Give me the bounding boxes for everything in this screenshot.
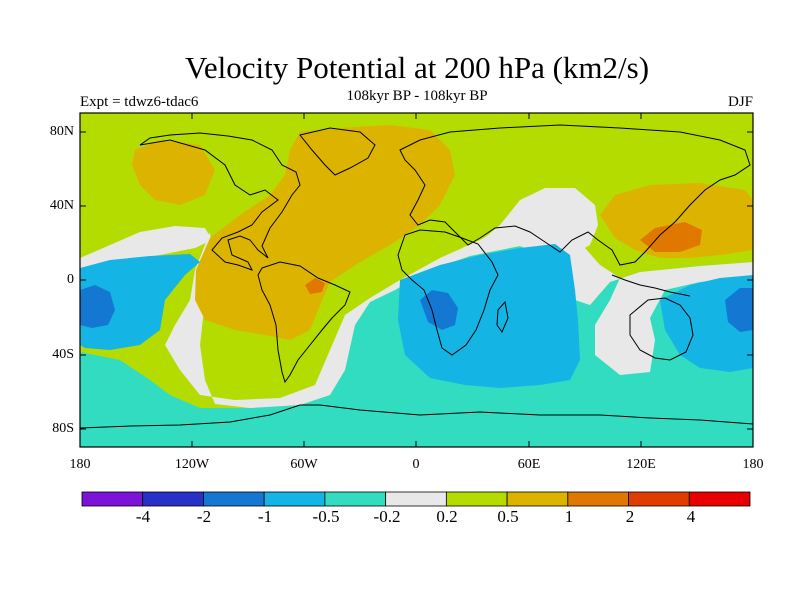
field-neg-mid-indian-ocean	[398, 244, 580, 388]
tick-marks	[80, 113, 753, 447]
colorbar-box	[142, 491, 204, 507]
colorbar-label: -0.5	[312, 507, 340, 526]
coastlines	[80, 124, 753, 429]
colorbar-label: 1	[564, 507, 574, 526]
coast-madagascar	[496, 300, 509, 334]
lat-label-0: 0	[67, 272, 74, 287]
colorbar-box	[567, 491, 629, 507]
coast-indonesia	[611, 274, 691, 297]
field-pos-strong-amazon	[305, 278, 325, 294]
colorbar-box	[81, 491, 144, 507]
coast-europe-asia	[399, 124, 751, 266]
colorbar-label: -0.2	[373, 507, 401, 526]
field-neutral-north	[470, 188, 598, 262]
colorbar-box	[263, 491, 326, 507]
lat-label-40n: 40N	[49, 198, 74, 213]
field-neg-strong-east-pacific	[80, 285, 115, 328]
lon-label-120w: 120W	[174, 457, 210, 472]
season-label: DJF	[727, 94, 753, 110]
field-neg-strong-africa	[420, 290, 458, 330]
colorbar-box	[203, 491, 265, 507]
lon-label-0: 0	[412, 457, 420, 472]
lat-label-40s: 40S	[52, 347, 74, 362]
colorbar-label: -1	[257, 507, 273, 526]
lon-label-180-right: 180	[742, 457, 764, 472]
coast-antarctica	[80, 404, 753, 429]
field-pos-mid-atlantic	[195, 125, 455, 340]
coast-south-america	[257, 261, 351, 384]
lat-label-80s: 80S	[52, 421, 74, 436]
colorbar-label: -4	[135, 507, 151, 526]
lon-label-120e: 120E	[626, 457, 656, 472]
coast-north-america	[139, 132, 301, 271]
chart-subtitle: 108kyr BP - 108kyr BP	[346, 88, 488, 104]
colorbar-box	[445, 491, 508, 507]
colorbar-box	[628, 491, 690, 507]
colorbar-box	[385, 491, 447, 507]
colorbar-box	[506, 491, 569, 507]
field-neutral-pacific	[80, 226, 212, 268]
field-neg-strong-west-pacific	[725, 288, 753, 332]
colorbar-label: 4	[686, 507, 696, 526]
colorbar-label: 2	[625, 507, 635, 526]
lon-label-60e: 60E	[517, 457, 541, 472]
field-pos-mid-north-america	[132, 140, 215, 205]
lon-label-60w: 60W	[290, 457, 318, 472]
field-pos-weak	[80, 113, 753, 408]
field-neutral	[165, 202, 753, 408]
field-neg-mid-east-pacific	[80, 254, 200, 350]
colorbar-label: -2	[196, 507, 212, 526]
chart-title: Velocity Potential at 200 hPa (km2/s)	[184, 50, 650, 85]
coast-australia	[629, 297, 694, 361]
lon-label-180-left: 180	[69, 457, 91, 472]
coast-greenland	[299, 127, 376, 176]
lat-label-80n: 80N	[49, 124, 74, 139]
colorbar-box	[324, 491, 387, 507]
colorbar-box	[688, 491, 751, 507]
colorbar	[81, 491, 751, 507]
colorbar-label: 0.5	[497, 507, 519, 526]
contour-field	[80, 113, 753, 447]
field-pos-strong-east-asia	[640, 222, 702, 252]
coast-africa	[397, 229, 499, 356]
colorbar-label: 0.2	[436, 507, 458, 526]
experiment-label: Expt = tdwz6-tdac6	[80, 94, 199, 110]
